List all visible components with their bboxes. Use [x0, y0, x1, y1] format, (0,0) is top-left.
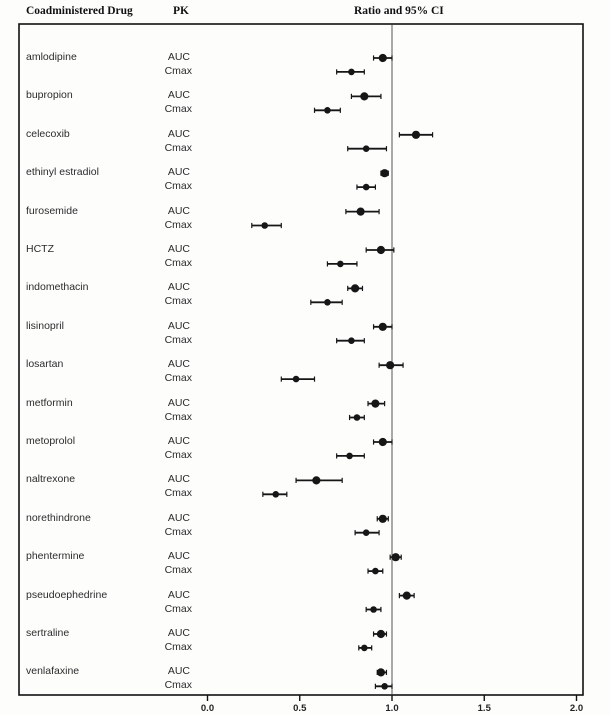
point-estimate [362, 529, 370, 536]
point-estimate [337, 260, 344, 268]
pk-label-auc: AUC [167, 511, 190, 524]
pk-label-cmax: Cmax [164, 372, 192, 385]
x-tick-label: 0.5 [293, 703, 307, 714]
point-estimate [378, 514, 387, 523]
point-estimate [356, 207, 365, 216]
drug-label: ethinyl estradiol [26, 166, 99, 179]
drug-label: venlafaxine [26, 665, 80, 678]
column-header-drug: Coadministered Drug [26, 5, 133, 17]
point-estimate [348, 68, 355, 76]
drug-label: sertraline [26, 627, 70, 639]
point-estimate [411, 130, 421, 139]
pk-label-auc: AUC [167, 51, 190, 63]
drug-label: norethindrone [26, 511, 91, 524]
pk-label-auc: AUC [167, 243, 190, 255]
x-tick-label: 1.0 [385, 703, 399, 714]
point-estimate [312, 476, 321, 485]
point-estimate [362, 145, 370, 152]
column-header-pk: PK [173, 5, 189, 17]
point-estimate [292, 375, 300, 383]
point-estimate [376, 629, 386, 639]
point-estimate [402, 591, 411, 600]
pk-label-cmax: Cmax [164, 525, 192, 538]
point-estimate [370, 606, 377, 613]
drug-label: furosemide [26, 204, 78, 217]
drug-label: indomethacin [26, 281, 89, 294]
pk-label-auc: AUC [167, 89, 190, 102]
x-tick-label: 2.0 [569, 703, 584, 714]
pk-label-auc: AUC [167, 665, 190, 678]
drug-label: lisinopril [26, 319, 64, 332]
point-estimate [324, 107, 331, 114]
x-tick-label: 1.5 [477, 703, 491, 714]
drug-label: pseudoephedrine [26, 588, 108, 601]
pk-label-auc: AUC [167, 627, 190, 639]
pk-label-cmax: Cmax [164, 602, 192, 615]
point-estimate [351, 284, 360, 293]
point-estimate [371, 399, 380, 408]
pk-label-cmax: Cmax [164, 64, 192, 77]
point-estimate [386, 361, 395, 370]
point-estimate [391, 553, 400, 562]
pk-label-cmax: Cmax [164, 640, 192, 653]
drug-label: losartan [26, 358, 64, 371]
pk-label-cmax: Cmax [164, 564, 192, 577]
point-estimate [378, 437, 387, 447]
pk-label-cmax: Cmax [164, 679, 192, 692]
pk-label-auc: AUC [167, 588, 190, 601]
pk-label-auc: AUC [167, 166, 190, 179]
drug-label: phentermine [26, 550, 85, 563]
pk-label-auc: AUC [167, 435, 190, 447]
pk-label-cmax: Cmax [164, 487, 192, 500]
plot-border [18, 23, 584, 696]
point-estimate [360, 92, 369, 101]
point-estimate [376, 668, 386, 677]
point-estimate [376, 245, 386, 255]
pk-label-cmax: Cmax [164, 410, 192, 423]
point-estimate [372, 567, 379, 575]
pk-label-cmax: Cmax [164, 141, 192, 154]
x-tick-label: 0.0 [200, 703, 215, 714]
drug-label: celecoxib [26, 127, 70, 140]
column-header-ratio: Ratio and 95% CI [354, 5, 444, 17]
pk-label-auc: AUC [167, 358, 190, 371]
pk-label-auc: AUC [167, 319, 190, 332]
point-estimate [346, 452, 353, 460]
pk-label-cmax: Cmax [164, 295, 192, 308]
point-estimate [378, 53, 387, 63]
drug-label: amlodipine [26, 51, 77, 63]
point-estimate [361, 644, 368, 652]
point-estimate [261, 222, 268, 229]
point-estimate [362, 183, 370, 191]
pk-label-auc: AUC [167, 281, 190, 294]
drug-label: metformin [26, 396, 73, 409]
pk-label-cmax: Cmax [164, 256, 192, 269]
pk-label-cmax: Cmax [164, 448, 192, 461]
drug-label: HCTZ [26, 243, 54, 255]
pk-label-cmax: Cmax [164, 103, 192, 116]
pk-label-cmax: Cmax [164, 218, 192, 231]
pk-label-auc: AUC [167, 473, 190, 486]
drug-label: bupropion [26, 89, 73, 102]
pk-label-cmax: Cmax [164, 180, 192, 193]
pk-label-cmax: Cmax [164, 333, 192, 346]
drug-label: naltrexone [26, 473, 76, 486]
point-estimate [378, 322, 387, 331]
point-estimate [353, 414, 361, 421]
point-estimate [348, 337, 355, 345]
point-estimate [381, 683, 388, 690]
pk-label-auc: AUC [167, 204, 190, 217]
point-estimate [380, 169, 389, 178]
drug-label: metoprolol [26, 435, 76, 447]
point-estimate [324, 299, 331, 306]
pk-label-auc: AUC [167, 127, 190, 140]
point-estimate [272, 491, 280, 498]
pk-label-auc: AUC [167, 396, 190, 409]
pk-label-auc: AUC [167, 550, 190, 563]
